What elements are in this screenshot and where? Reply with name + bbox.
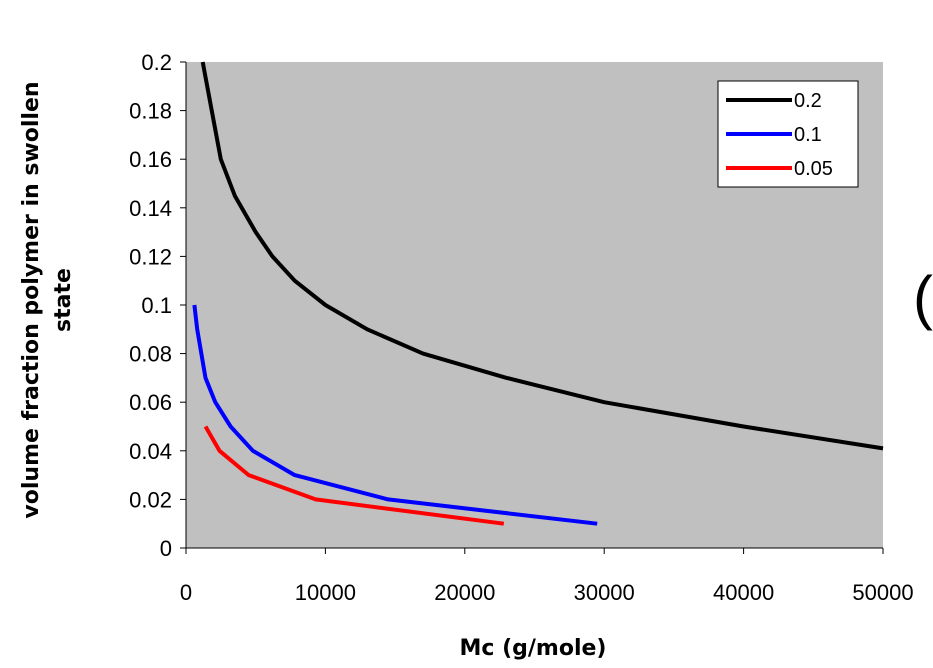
legend-label: 0.1 xyxy=(794,124,822,146)
y-tick-label: 0.14 xyxy=(129,196,172,221)
y-tick-label: 0.18 xyxy=(129,99,172,124)
y-tick-label: 0.02 xyxy=(129,487,172,512)
y-tick-label: 0.16 xyxy=(129,147,172,172)
x-tick-label: 20000 xyxy=(434,580,495,605)
series-line-0-1 xyxy=(192,304,598,526)
y-tick-label: 0.06 xyxy=(129,390,172,415)
y-tick-label: 0.2 xyxy=(141,50,172,75)
y-axis-title-line1: volume fraction polymer in swollen xyxy=(19,81,44,518)
legend-label: 0.05 xyxy=(794,158,833,180)
y-tick-label: 0.12 xyxy=(129,244,172,269)
legend-label: 0.2 xyxy=(794,90,822,112)
series-line-0-05 xyxy=(203,425,505,526)
y-tick-label: 0.1 xyxy=(141,293,172,318)
x-tick-label: 0 xyxy=(180,580,192,605)
x-tick-label: 50000 xyxy=(852,580,913,605)
y-tick-label: 0 xyxy=(160,536,172,561)
x-axis-title: Mc (g/mole) xyxy=(460,636,607,661)
x-tick-label: 10000 xyxy=(295,580,356,605)
series-line-0-2 xyxy=(200,61,884,451)
x-tick-label: 30000 xyxy=(574,580,635,605)
y-tick-label: 0.04 xyxy=(129,439,172,464)
y-tick-label: 0.08 xyxy=(129,342,172,367)
x-tick-label: 40000 xyxy=(713,580,774,605)
y-axis-title-line2: state xyxy=(51,268,76,332)
partial-glyph: ( xyxy=(913,264,933,331)
